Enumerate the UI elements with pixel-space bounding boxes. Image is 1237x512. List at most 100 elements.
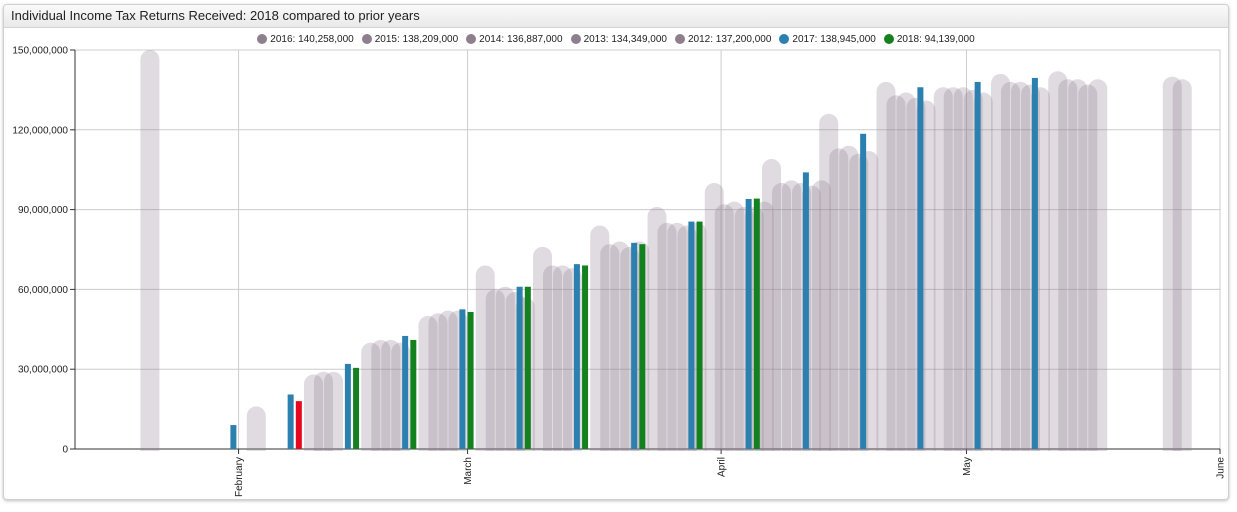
legend-marker-icon [674,34,685,44]
prior-year-bar [1001,81,1020,452]
prior-year-bar [812,180,831,451]
legend-label: 2015: 138,209,000 [374,33,459,45]
chart-title: Individual Income Tax Returns Received: … [4,5,1228,28]
prior-year-bar [324,371,343,451]
prior-year-bar [381,339,401,451]
prior-year-bar [876,81,896,452]
legend-item[interactable]: 2013: 134,349,000 [570,33,667,45]
prior-year-bar [371,339,391,451]
y-tick-label: 30,000,000 [18,365,68,376]
prior-year-bar [839,145,859,451]
prior-year-bar [610,241,630,451]
legend-item[interactable]: 2012: 137,200,000 [674,33,772,45]
legend-item[interactable]: 2017: 138,945,000 [779,33,876,45]
prior-year-bar [953,87,973,452]
legend-label: 2017: 138,945,000 [792,33,876,45]
bar-2017 [860,133,867,450]
bar-2018 [524,286,531,449]
bar-2018 [639,244,646,449]
x-tick-label: June [1216,457,1227,479]
prior-year-bar [667,222,687,451]
prior-year-bar [1078,84,1098,451]
prior-year-bar [829,148,849,452]
legend-item[interactable]: 2014: 136,887,000 [466,33,563,45]
prior-year-bar [714,204,734,451]
prior-year-bar [762,159,781,451]
prior-year-bar [438,310,458,451]
x-tick-label: April [717,457,728,477]
y-tick-label: 150,000,000 [12,46,68,57]
legend-label: 2014: 136,887,000 [479,33,563,45]
prior-year-bar [485,289,505,451]
prior-year-bar [782,180,801,451]
legend-label: 2013: 134,349,000 [583,33,667,45]
bar-2017 [917,87,924,450]
prior-year-bar [600,244,620,451]
y-tick-label: 90,000,000 [18,205,68,216]
bar-2017 [230,425,237,449]
prior-year-bar [533,246,552,451]
bar-2018 [696,221,703,449]
prior-year-bar [1172,79,1192,451]
bar-2018 [410,339,417,449]
bar-2017 [402,335,409,449]
legend-label: 2016: 140,258,000 [270,33,354,45]
bar-2017 [344,363,351,449]
prior-year-bar [772,183,791,452]
prior-year-bar [1048,71,1068,451]
y-tick-label: 60,000,000 [18,285,68,296]
bar-2017 [573,264,580,449]
y-tick-label: 120,000,000 [12,125,68,136]
prior-year-bar [933,87,953,452]
legend-marker-icon [779,34,790,44]
bar-2017 [745,198,752,449]
prior-year-bar [1058,79,1078,451]
prior-year-bar [943,87,963,452]
bar-2017 [287,394,294,449]
prior-year-bar [314,371,333,451]
bar-2017 [1031,77,1038,450]
bar-2018 [467,312,474,449]
prior-year-bar [543,265,562,451]
legend-marker-icon [570,34,581,44]
bar-2017 [516,286,523,449]
legend-marker-icon [466,34,477,44]
y-tick-label: 0 [62,445,68,456]
prior-year-bar [819,113,839,451]
prior-year-bar [1068,79,1088,451]
prior-year-bar [1011,81,1030,452]
legend-item[interactable]: 2016: 140,258,000 [257,33,354,45]
bar-2017 [802,172,809,450]
bar-2017 [631,242,638,449]
prior-year-bar [1162,76,1182,451]
prior-year-bar [657,222,677,451]
legend-label: 2012: 137,200,000 [687,33,772,45]
prior-year-bar [886,95,906,451]
x-tick-label: May [962,457,973,476]
bar-2018 [753,198,760,449]
chart-legend: 2016: 140,258,000 2015: 138,209,000 2014: … [4,29,1228,49]
prior-year-bar [475,265,495,451]
x-tick-label: February [234,457,245,497]
prior-year-bar [896,92,916,451]
prior-year-bar [495,286,515,451]
legend-item[interactable]: 2015: 138,209,000 [361,33,459,45]
legend-item[interactable]: 2018: 94,139,000 [883,34,975,45]
bar-2018 [582,265,589,449]
bar-2017 [459,309,466,449]
prior-year-bar [246,406,266,451]
prior-year-bar [553,265,572,451]
bar-2018 [295,401,302,449]
legend-marker-icon [883,34,894,44]
prior-year-bar [647,206,667,451]
prior-year-bar [1088,79,1108,451]
chart-panel: Individual Income Tax Returns Received: … [3,4,1229,500]
legend-marker-icon [361,34,372,44]
prior-year-bar [724,201,744,451]
prior-year-bar [704,183,724,452]
legend-marker-icon [257,34,268,44]
prior-year-bar [428,313,448,451]
prior-year-bar [991,73,1010,451]
prior-year-bar [140,50,160,451]
bar-2018 [353,367,360,449]
